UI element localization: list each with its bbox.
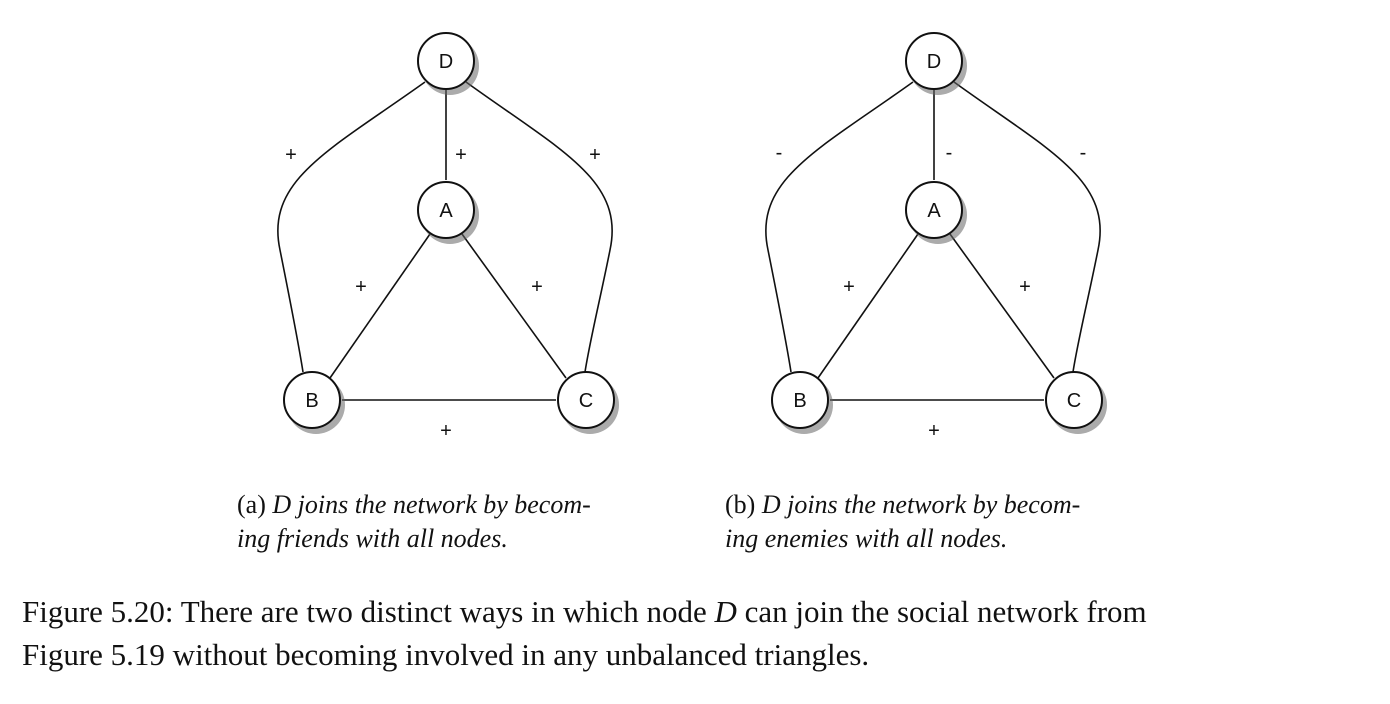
figure-caption-line1-post: can join the social network from [736, 594, 1147, 629]
node-b-label: B [793, 390, 806, 412]
node-d-label: D [927, 51, 941, 73]
node-d-label: D [439, 51, 453, 73]
node-a-label: A [927, 200, 941, 222]
edge-a-b [817, 233, 919, 379]
figure-caption-line2: Figure 5.19 without becoming involved in… [22, 637, 870, 672]
sign-d-c: - [1080, 142, 1087, 164]
sign-b-c: + [440, 420, 452, 442]
node-a-label: A [439, 200, 453, 222]
node-b: B [771, 371, 833, 434]
edge-d-b [277, 81, 426, 373]
edge-a-c [461, 233, 567, 379]
node-b: B [283, 371, 345, 434]
node-c: C [557, 371, 619, 434]
node-d: D [905, 32, 967, 95]
sign-a-b: + [355, 276, 367, 298]
figure-caption-line1-pre: Figure 5.20: There are two distinct ways… [22, 594, 715, 629]
subcaption-a-tag: (a) [237, 490, 266, 519]
sign-b-c: + [928, 420, 940, 442]
sign-d-c: + [589, 144, 601, 166]
node-c: C [1045, 371, 1107, 434]
sign-d-b: - [776, 142, 783, 164]
figure-caption: Figure 5.20: There are two distinct ways… [22, 590, 1147, 676]
edge-d-b [765, 81, 914, 373]
edge-a-c [949, 233, 1055, 379]
subcaption-a-line2: ing friends with all nodes. [237, 524, 508, 553]
sign-a-b: + [843, 276, 855, 298]
subcaption-b-text1: D joins the network by becom- [761, 490, 1081, 519]
figure-caption-node: D [714, 594, 737, 629]
subcaption-b-line1: (b) D joins the network by becom- [725, 488, 1080, 522]
edge-d-c [953, 81, 1101, 373]
sign-d-a: - [946, 142, 953, 164]
edge-a-b [329, 233, 431, 379]
figure-caption-line1: Figure 5.20: There are two distinct ways… [22, 590, 1147, 633]
subcaption-a-text1: D joins the network by becom- [272, 490, 591, 519]
node-a: A [905, 181, 967, 244]
subcaption-b: (b) D joins the network by becom- ing en… [725, 488, 1080, 556]
sign-a-c: + [1019, 276, 1031, 298]
node-b-label: B [305, 390, 318, 412]
sign-d-a: + [455, 144, 467, 166]
edge-d-c [465, 81, 613, 373]
node-c-label: C [1067, 390, 1081, 412]
subcaption-b-line2: ing enemies with all nodes. [725, 524, 1008, 553]
node-c-label: C [579, 390, 593, 412]
panel-a-graph: + + + + + + D A B C [277, 32, 619, 442]
panel-b-graph: - - - + + + D A B C [765, 32, 1107, 442]
subcaption-a: (a) D joins the network by becom- ing fr… [237, 488, 591, 556]
node-d: D [417, 32, 479, 95]
subcaption-a-line1: (a) D joins the network by becom- [237, 488, 591, 522]
sign-a-c: + [531, 276, 543, 298]
subcaption-b-tag: (b) [725, 490, 756, 519]
sign-d-b: + [285, 144, 297, 166]
node-a: A [417, 181, 479, 244]
